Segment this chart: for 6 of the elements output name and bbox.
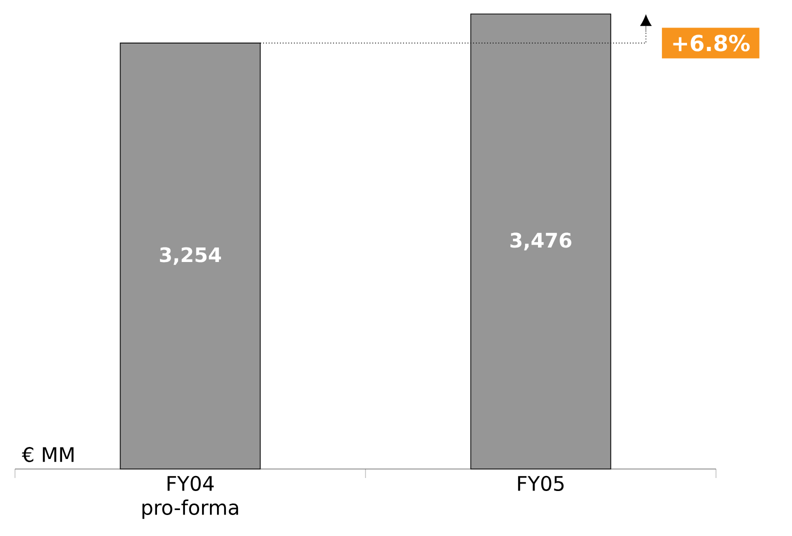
x-tick-label: FY05	[518, 476, 564, 491]
data-label: 3,476	[510, 232, 572, 250]
annotation: +6.8%	[673, 34, 750, 52]
data-label: 3,254	[160, 247, 221, 265]
y-axis-title: € MM	[22, 447, 74, 462]
x-tick-label: FY04 pro-forma	[142, 476, 238, 519]
